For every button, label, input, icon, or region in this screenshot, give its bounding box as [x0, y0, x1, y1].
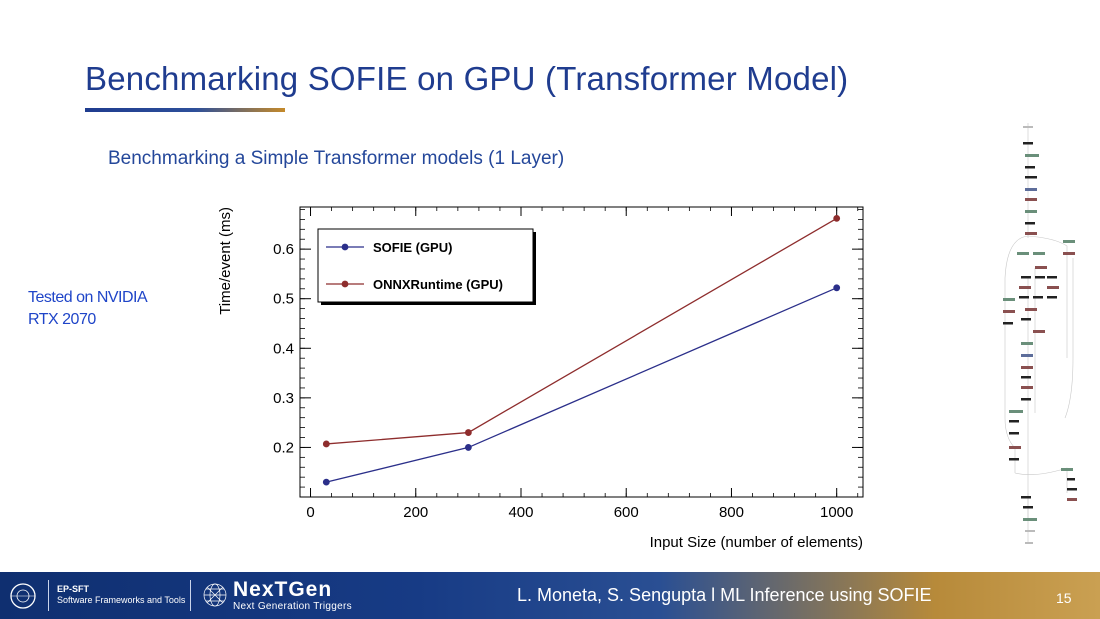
hardware-note: Tested on NVIDIA RTX 2070 — [28, 287, 148, 331]
department-label: EP-SFT Software Frameworks and Tools — [57, 584, 185, 606]
legend-box — [317, 228, 534, 303]
cern-logo-icon — [10, 583, 36, 609]
nextgen-logo: NexTGen Next Generation Triggers — [233, 578, 352, 613]
data-point — [833, 284, 841, 292]
x-tick-label: 200 — [403, 504, 428, 521]
data-point — [833, 215, 841, 222]
benchmark-chart: 0 200 400 600 800 1000 0.2 0.3 0.4 0.5 0.6 Input Si… — [217, 206, 864, 551]
data-point — [464, 444, 472, 451]
legend-marker — [341, 280, 349, 288]
x-tick-label: 0 — [306, 504, 314, 521]
department-code: EP-SFT — [57, 584, 90, 594]
hardware-note-line: RTX 2070 — [28, 311, 96, 328]
y-tick-label: 0.3 — [273, 390, 294, 407]
slide-subtitle: Benchmarking a Simple Transformer models… — [108, 148, 565, 169]
footer-bar: EP-SFT Software Frameworks and Tools Nex… — [0, 572, 1100, 619]
title-underline — [85, 108, 285, 112]
nextgen-title: NexTGen — [233, 578, 333, 601]
footer-separator — [48, 580, 49, 611]
y-axis-title: Time/event (ms) — [217, 207, 234, 315]
footer-credit: L. Moneta, S. Sengupta l ML Inference us… — [517, 585, 932, 605]
x-tick-label: 400 — [508, 504, 533, 521]
legend-label: ONNXRuntime (GPU) — [373, 277, 503, 292]
x-tick-label: 1000 — [820, 504, 853, 521]
data-point — [464, 429, 472, 436]
data-point — [322, 478, 330, 486]
nextgen-globe-icon — [203, 583, 227, 607]
y-tick-label: 0.2 — [273, 439, 294, 456]
hardware-note-line: Tested on NVIDIA — [28, 289, 148, 306]
slide-title: Benchmarking SOFIE on GPU (Transformer M… — [85, 60, 849, 97]
legend-label: SOFIE (GPU) — [373, 240, 452, 255]
y-tick-label: 0.4 — [273, 340, 294, 357]
footer-separator — [190, 580, 191, 611]
y-tick-label: 0.5 — [273, 291, 294, 308]
y-tick-label: 0.6 — [273, 241, 294, 258]
x-axis-title: Input Size (number of elements) — [650, 534, 863, 551]
model-graph-thumbnail — [1003, 123, 1077, 544]
data-point — [322, 440, 330, 448]
x-tick-label: 800 — [719, 504, 744, 521]
legend-marker — [341, 243, 349, 251]
department-name: Software Frameworks and Tools — [57, 595, 186, 605]
nextgen-subtitle: Next Generation Triggers — [233, 601, 352, 612]
x-tick-label: 600 — [614, 504, 639, 521]
page-number: 15 — [1056, 590, 1072, 606]
